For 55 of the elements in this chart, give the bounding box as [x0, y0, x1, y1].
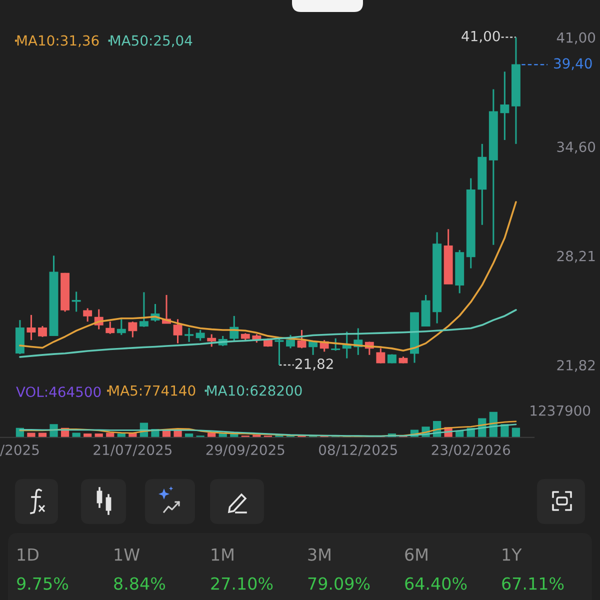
- x-tick-label: 29/09/2025: [206, 444, 284, 456]
- line-series: [19, 309, 517, 358]
- y-tick-label: 41,00: [556, 32, 596, 44]
- text: 1W: [114, 548, 140, 561]
- candlestick: [207, 333, 216, 348]
- bar: [512, 428, 520, 438]
- candlestick: [376, 347, 386, 364]
- candlestick: [106, 320, 115, 335]
- ref-line-label: 39,40: [554, 58, 592, 70]
- text: 1D: [18, 548, 38, 561]
- legend-label: MA10:628200: [207, 385, 302, 396]
- candlestick: [116, 318, 126, 336]
- legend-label: MA50:25,04: [110, 35, 192, 48]
- annotation: 41,00: [462, 30, 500, 43]
- x-tick-label: 08/12/2025: [319, 444, 397, 456]
- text: 3M: [308, 548, 330, 561]
- bar: [27, 432, 36, 438]
- candlestick: [286, 334, 295, 350]
- text: 9.75%: [17, 577, 68, 590]
- x-tick-label: 21/07/2025: [94, 444, 172, 456]
- text: 64.40%: [405, 577, 467, 590]
- legend-label: MA5:774140: [109, 385, 196, 396]
- annotation: 1237900: [530, 405, 590, 416]
- annotation: 21,82: [295, 358, 333, 370]
- text: VOL:464500: [16, 386, 101, 398]
- candlestick: [72, 290, 81, 312]
- y-tick-label: 34,60: [557, 142, 596, 154]
- y-tick-label: 28,21: [557, 250, 595, 263]
- candlestick: [331, 338, 340, 352]
- text: 79.09%: [308, 577, 370, 590]
- x-tick-label: /2025: [0, 444, 39, 456]
- candlestick: [139, 291, 148, 328]
- text: 1M: [212, 548, 234, 561]
- candlestick: [128, 320, 138, 338]
- candlestick: [297, 329, 306, 350]
- bar: [84, 434, 92, 438]
- bar: [117, 434, 126, 438]
- text: 27.10%: [211, 577, 273, 590]
- bar: [184, 434, 194, 438]
- candlestick: [173, 318, 182, 344]
- candlestick: [26, 314, 36, 341]
- text: 6M: [405, 548, 428, 561]
- text: 1Y: [502, 548, 522, 561]
- candlestick: [38, 325, 47, 338]
- text: 8.84%: [114, 577, 166, 590]
- candlestick: [184, 327, 194, 343]
- text: 67.11%: [502, 577, 564, 590]
- x-tick-label: 23/02/2026: [432, 444, 510, 456]
- legend-label: MA10:31,36: [17, 35, 99, 48]
- candlestick: [196, 329, 205, 342]
- candlestick: [500, 70, 510, 141]
- candlestick: [83, 308, 92, 322]
- bar: [94, 434, 103, 438]
- candlestick: [387, 353, 396, 364]
- y-tick-label: 21,82: [557, 360, 595, 372]
